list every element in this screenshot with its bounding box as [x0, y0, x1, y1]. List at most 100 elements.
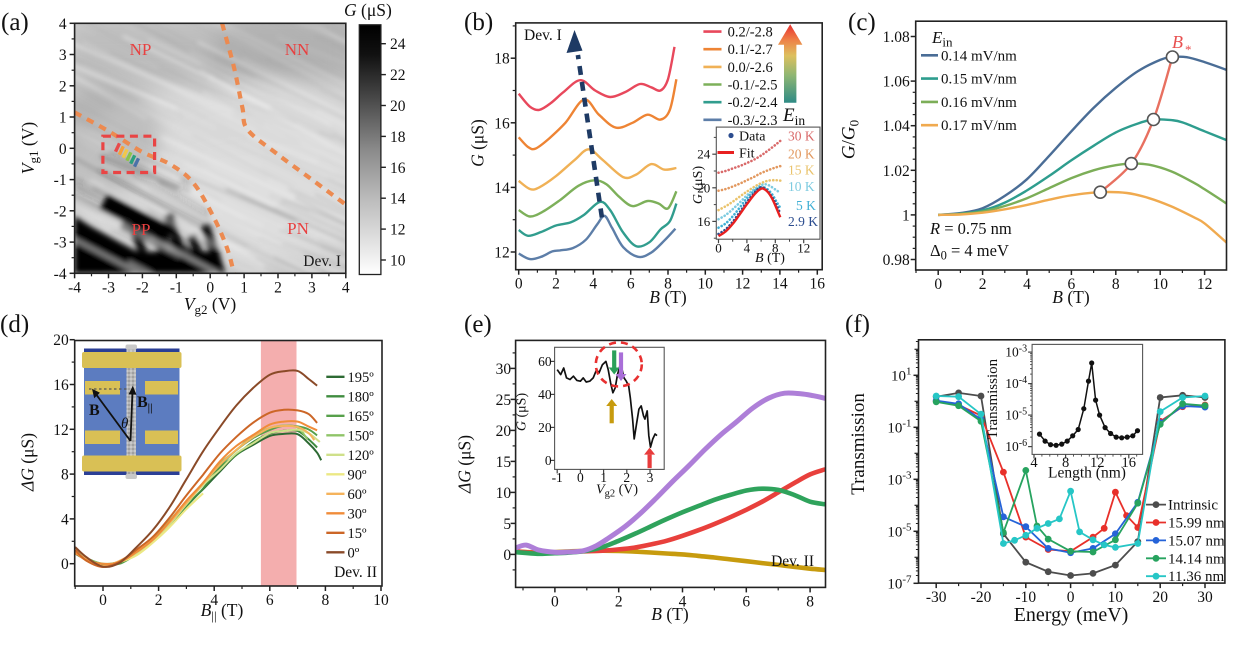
svg-text:120º: 120º: [348, 448, 375, 464]
svg-text:16: 16: [494, 115, 510, 132]
svg-text:0: 0: [715, 241, 722, 256]
svg-text:14: 14: [494, 180, 510, 197]
svg-text:Dev. II: Dev. II: [334, 564, 377, 581]
svg-text:0: 0: [503, 547, 511, 564]
svg-text:15 K: 15 K: [788, 163, 815, 178]
svg-text:30 K: 30 K: [788, 129, 815, 144]
svg-text:15.07 nm: 15.07 nm: [1168, 533, 1225, 549]
svg-text:4: 4: [59, 16, 67, 33]
svg-text:20: 20: [538, 420, 552, 435]
svg-text:0: 0: [551, 593, 559, 610]
svg-text:6: 6: [266, 592, 274, 609]
svg-text:-1: -1: [552, 470, 563, 485]
svg-text:ΔG (μS): ΔG (μS): [18, 433, 38, 492]
svg-text:18: 18: [494, 51, 510, 68]
svg-text:10: 10: [496, 485, 512, 502]
svg-text:8: 8: [61, 467, 69, 484]
svg-text:0: 0: [515, 276, 523, 293]
svg-text:20: 20: [53, 332, 69, 349]
svg-text:Ein: Ein: [931, 28, 953, 50]
svg-text:(d): (d): [0, 311, 29, 338]
svg-text:25: 25: [496, 392, 512, 409]
svg-text:1.04: 1.04: [883, 118, 910, 135]
svg-text:-2: -2: [136, 279, 149, 296]
svg-text:20: 20: [697, 180, 710, 195]
svg-text:8: 8: [806, 593, 814, 610]
svg-text:(b): (b): [464, 9, 493, 36]
svg-text:G (μS): G (μS): [515, 393, 530, 432]
svg-text:24: 24: [697, 147, 711, 162]
svg-text:30: 30: [1197, 589, 1213, 606]
svg-text:NN: NN: [285, 40, 310, 59]
svg-text:20 K: 20 K: [788, 147, 815, 162]
svg-text:60: 60: [538, 354, 552, 369]
svg-text:8: 8: [664, 276, 672, 293]
svg-text:20: 20: [1152, 589, 1168, 606]
svg-text:0º: 0º: [348, 545, 360, 561]
svg-text:Transmission: Transmission: [985, 358, 1001, 439]
svg-text:0.16 mV/nm: 0.16 mV/nm: [941, 95, 1017, 111]
svg-text:14: 14: [772, 276, 788, 293]
svg-text:B|| (T): B|| (T): [201, 600, 244, 623]
svg-text:θ: θ: [121, 416, 129, 432]
svg-text:0.98: 0.98: [883, 252, 910, 269]
svg-text:12: 12: [797, 241, 810, 256]
svg-text:R = 0.75 nm: R = 0.75 nm: [929, 219, 1012, 238]
svg-text:6: 6: [627, 276, 635, 293]
svg-text:B (T): B (T): [651, 604, 689, 624]
svg-text:18: 18: [390, 129, 406, 146]
svg-text:1: 1: [59, 110, 67, 127]
svg-text:4: 4: [210, 592, 218, 609]
svg-text:0: 0: [545, 453, 552, 468]
svg-text:60º: 60º: [348, 487, 368, 503]
svg-text:*: *: [1185, 42, 1192, 57]
svg-text:180º: 180º: [348, 389, 375, 405]
svg-text:PP: PP: [132, 220, 151, 239]
svg-text:10: 10: [1108, 589, 1124, 606]
svg-text:3: 3: [647, 470, 654, 485]
svg-text:Transmission: Transmission: [848, 393, 869, 495]
svg-text:Vg2 (V): Vg2 (V): [596, 483, 638, 500]
svg-text:(e): (e): [464, 311, 492, 338]
svg-text:8: 8: [1112, 276, 1120, 293]
svg-text:4: 4: [61, 511, 69, 528]
svg-text:2: 2: [623, 470, 630, 485]
svg-text:0: 0: [99, 592, 107, 609]
svg-text:150º: 150º: [348, 428, 375, 444]
svg-text:Δ0 = 4 meV: Δ0 = 4 meV: [930, 241, 1009, 263]
svg-text:4: 4: [342, 279, 350, 296]
svg-text:B: B: [1172, 32, 1183, 52]
svg-text:2: 2: [615, 593, 623, 610]
svg-text:-1: -1: [54, 172, 67, 189]
svg-text:-3: -3: [102, 279, 115, 296]
svg-text:4: 4: [679, 593, 687, 610]
svg-text:2: 2: [155, 592, 163, 609]
svg-text:G (μS): G (μS): [691, 166, 706, 205]
svg-text:0.15 mV/nm: 0.15 mV/nm: [941, 72, 1017, 88]
svg-text:16: 16: [1122, 455, 1137, 471]
svg-text:Dev. I: Dev. I: [303, 253, 341, 270]
svg-text:16: 16: [53, 377, 69, 394]
svg-text:15º: 15º: [348, 526, 368, 542]
svg-text:0: 0: [59, 141, 67, 158]
svg-text:B (T): B (T): [755, 251, 785, 266]
svg-text:90º: 90º: [348, 467, 368, 483]
svg-text:Ein: Ein: [782, 105, 805, 128]
svg-text:B (T): B (T): [649, 287, 687, 307]
svg-text:20: 20: [390, 98, 406, 115]
svg-text:1: 1: [902, 207, 910, 224]
svg-text:-3: -3: [54, 235, 67, 252]
svg-text:8: 8: [772, 241, 779, 256]
svg-text:15: 15: [496, 454, 512, 471]
svg-text:2.9 K: 2.9 K: [788, 214, 818, 229]
svg-text:165º: 165º: [348, 409, 375, 425]
svg-text:40: 40: [538, 387, 552, 402]
svg-text:0: 0: [577, 470, 584, 485]
svg-text:6: 6: [1068, 276, 1076, 293]
svg-text:(c): (c): [848, 9, 876, 36]
svg-text:-0.1/-2.5: -0.1/-2.5: [728, 78, 778, 94]
svg-text:2: 2: [552, 276, 560, 293]
svg-text:Dev. I: Dev. I: [524, 27, 562, 44]
svg-text:8: 8: [322, 592, 330, 609]
svg-text:16: 16: [390, 160, 406, 177]
